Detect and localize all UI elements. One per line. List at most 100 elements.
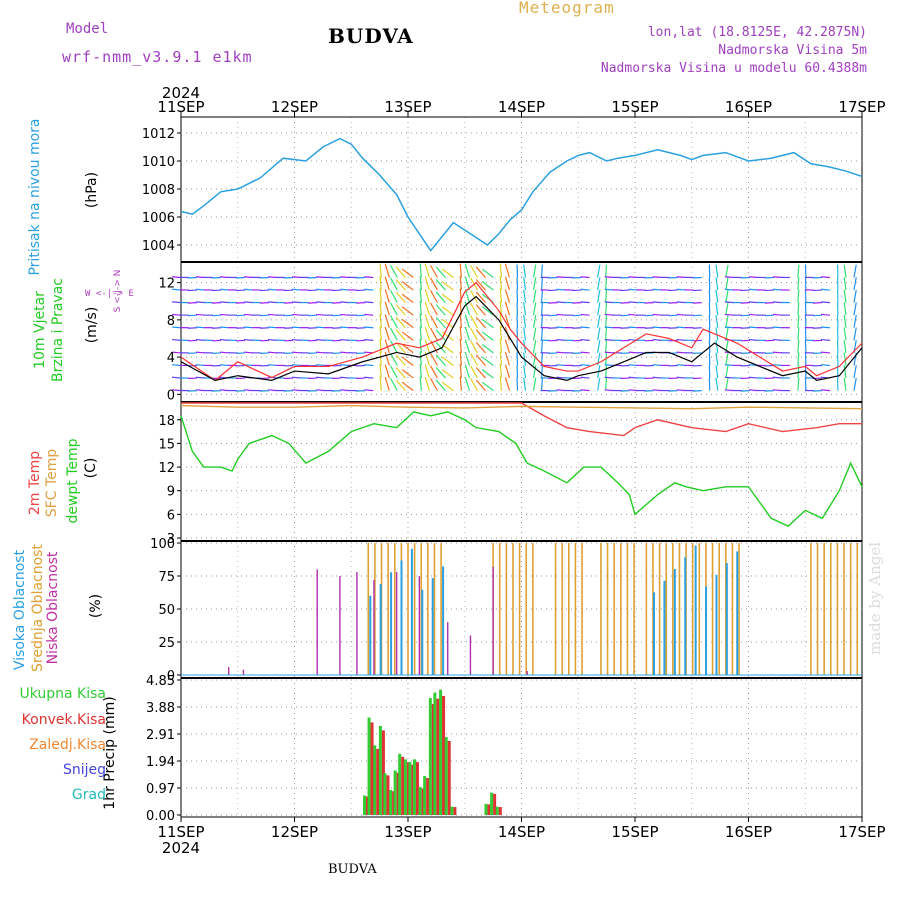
precip-conv-bar — [442, 696, 446, 815]
wind-barb — [441, 293, 454, 304]
wind-barb — [853, 327, 857, 341]
wind-barb — [725, 277, 729, 291]
wind-barb — [499, 338, 503, 353]
wind-barb — [715, 314, 719, 328]
wind-barb — [171, 288, 182, 291]
wind-barb — [715, 377, 719, 391]
wind-barb — [820, 288, 831, 291]
wind-barb — [441, 344, 454, 354]
wind-barb — [628, 288, 638, 291]
wind-barb — [316, 338, 326, 341]
wind-barb — [748, 338, 758, 341]
wind-barb — [772, 351, 782, 354]
wind-barb — [419, 313, 422, 328]
wind-barb — [475, 341, 486, 354]
x-tick-label-bottom: 12SEP — [271, 823, 318, 841]
wind-barb — [540, 339, 544, 353]
wind-barb — [725, 264, 729, 278]
wind-barb — [464, 276, 470, 291]
precip-total-bar — [439, 689, 443, 815]
wind-barb — [580, 326, 590, 329]
wind-barb — [843, 277, 847, 291]
wind-barb — [379, 263, 382, 278]
wind-barb — [523, 277, 527, 291]
wind-barb — [384, 339, 390, 354]
wind-barb — [390, 340, 398, 354]
wind-barb — [676, 351, 686, 354]
wind-barb — [725, 352, 729, 366]
wind-barb — [532, 365, 537, 379]
wind-barb — [604, 301, 614, 304]
wind-barb — [797, 302, 800, 316]
wind-barb — [292, 301, 302, 304]
wind-barb — [401, 318, 414, 329]
wind-barb — [843, 352, 847, 366]
pressure-line — [180, 137, 863, 252]
wind-barb — [504, 339, 511, 354]
precip-conv-bar — [381, 730, 385, 815]
wind-barb — [540, 327, 544, 341]
wind-barb — [820, 301, 831, 304]
wind-barb — [435, 316, 446, 329]
wind-barb — [499, 326, 503, 341]
y-tick-label: 3 — [167, 532, 175, 547]
wind-barb — [364, 338, 374, 341]
wind-barb — [499, 288, 503, 303]
wind-barb — [523, 302, 527, 316]
wind-barb — [532, 377, 537, 391]
wind-barb — [459, 351, 463, 366]
wind-barb — [379, 351, 382, 366]
wind-barb — [384, 351, 390, 366]
wind-barb — [820, 338, 831, 341]
wind-barb — [597, 277, 601, 291]
wind-barb — [430, 302, 438, 316]
wind-barb — [220, 326, 230, 329]
wind-barb — [470, 264, 478, 278]
wind-barb — [379, 364, 382, 379]
wind-barb — [843, 314, 847, 328]
meteogram-title: Meteogram — [519, 0, 615, 17]
wind-barb — [556, 276, 566, 279]
wind-barb — [715, 289, 719, 303]
wind-barb — [532, 340, 537, 354]
wind-barb — [459, 313, 463, 328]
wind-barb — [853, 377, 857, 391]
wind-barb — [196, 364, 206, 367]
wind-barb — [597, 314, 601, 328]
wind-barb — [395, 279, 406, 291]
wind-barb — [430, 290, 438, 303]
precip-total-bar — [490, 792, 494, 815]
wind-barb — [481, 331, 494, 341]
wind-barb — [523, 314, 527, 328]
precip-total-bar — [378, 725, 382, 815]
wind-barb — [556, 376, 566, 379]
wind-compass: W <-|-> E — [85, 289, 134, 299]
wind-barb — [605, 365, 608, 379]
wind-barb — [390, 264, 398, 278]
wind-barb — [384, 364, 390, 379]
wind-barb — [419, 301, 422, 316]
wind-barb — [532, 352, 537, 366]
wind-barb — [715, 277, 719, 291]
wind-barb — [401, 293, 414, 304]
wind-barb — [604, 389, 614, 392]
wind-barb — [401, 331, 414, 341]
precip-conv-bar — [396, 772, 400, 815]
wind-barb — [435, 291, 446, 304]
x-tick-label-bottom: 14SEP — [498, 823, 545, 841]
wind-gust-line — [180, 281, 863, 382]
wind-barb — [268, 389, 278, 392]
wind-barb — [292, 376, 302, 379]
y-tick-label: 50 — [158, 603, 175, 618]
x-tick-label-top: 17SEP — [838, 98, 885, 116]
wind-barb — [364, 276, 374, 279]
wind-barb — [244, 313, 254, 316]
wind-barb — [820, 351, 831, 354]
x-axis-top: 11SEP 12SEP 13SEP 14SEP 15SEP 16SEP 17SEP — [157, 98, 886, 117]
wind-barb — [419, 376, 422, 391]
credit-watermark: made by Angel — [866, 541, 884, 655]
wind-barb — [268, 288, 278, 291]
wind-barb — [604, 288, 614, 291]
wind-barb — [220, 389, 230, 392]
wind-barb — [435, 379, 446, 392]
